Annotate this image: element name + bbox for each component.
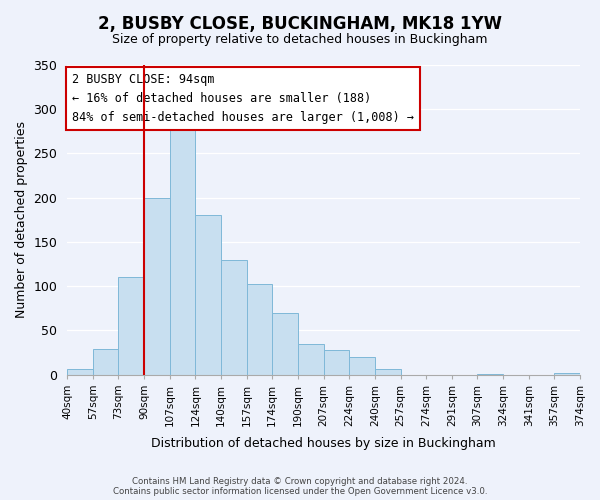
Bar xyxy=(375,370,401,374)
Bar xyxy=(196,214,221,374)
Bar xyxy=(298,344,323,374)
Y-axis label: Number of detached properties: Number of detached properties xyxy=(15,122,28,318)
Text: 2, BUSBY CLOSE, BUCKINGHAM, MK18 1YW: 2, BUSBY CLOSE, BUCKINGHAM, MK18 1YW xyxy=(98,15,502,33)
Text: Contains HM Land Registry data © Crown copyright and database right 2024.: Contains HM Land Registry data © Crown c… xyxy=(132,477,468,486)
Bar xyxy=(554,373,580,374)
Text: Size of property relative to detached houses in Buckingham: Size of property relative to detached ho… xyxy=(112,32,488,46)
Bar xyxy=(144,198,170,374)
Bar xyxy=(323,350,349,374)
Bar xyxy=(170,116,196,374)
Bar xyxy=(67,368,93,374)
Bar xyxy=(272,313,298,374)
Bar xyxy=(247,284,272,374)
Bar xyxy=(221,260,247,374)
X-axis label: Distribution of detached houses by size in Buckingham: Distribution of detached houses by size … xyxy=(151,437,496,450)
Text: Contains public sector information licensed under the Open Government Licence v3: Contains public sector information licen… xyxy=(113,487,487,496)
Bar xyxy=(93,349,118,374)
Text: 2 BUSBY CLOSE: 94sqm
← 16% of detached houses are smaller (188)
84% of semi-deta: 2 BUSBY CLOSE: 94sqm ← 16% of detached h… xyxy=(72,72,414,124)
Bar xyxy=(118,276,144,374)
Bar xyxy=(349,357,375,374)
